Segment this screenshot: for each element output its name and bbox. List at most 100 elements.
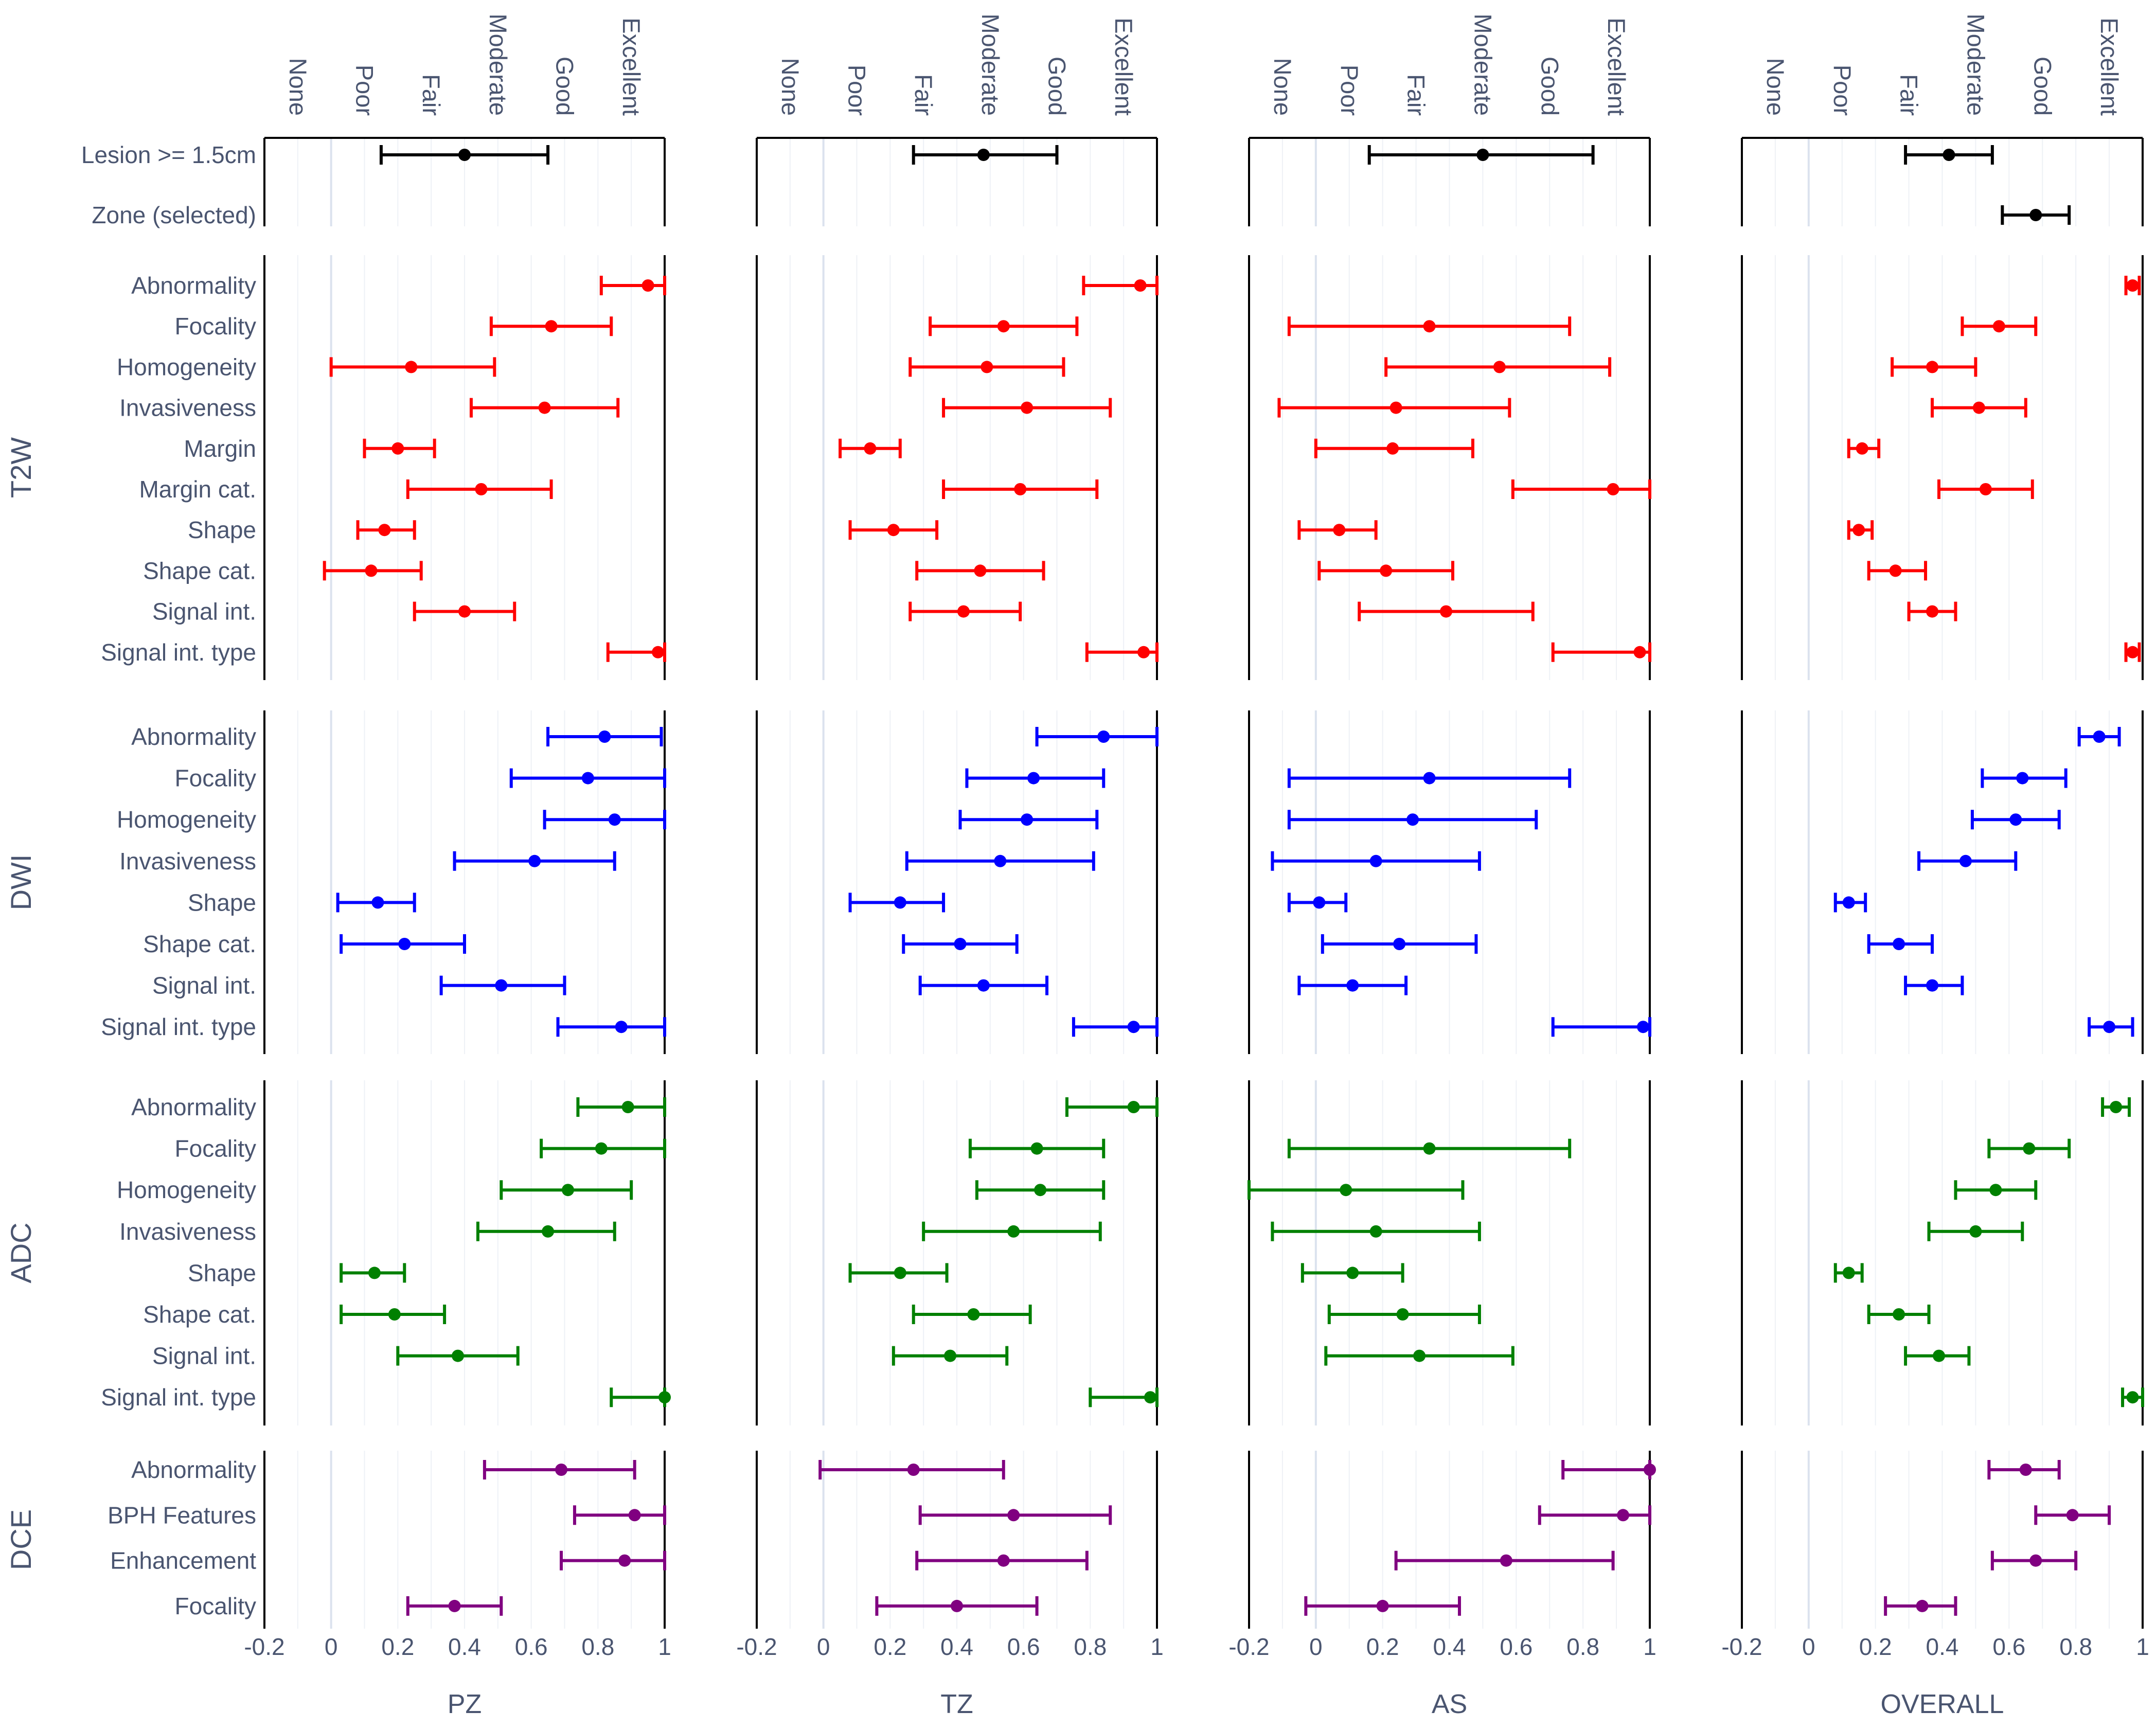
- estimate-point: [1376, 1599, 1389, 1612]
- row-label-dwi-invasiveness: Invasiveness: [119, 848, 256, 875]
- estimate-point: [1644, 1464, 1656, 1476]
- estimate-point: [1406, 813, 1419, 826]
- estimate-point: [997, 1554, 1010, 1567]
- agreement-label-fair: Fair: [418, 74, 445, 116]
- agreement-label-poor: Poor: [1829, 65, 1856, 116]
- estimate-point: [1413, 1349, 1426, 1362]
- estimate-point: [981, 361, 993, 373]
- x-tick-label: 0.8: [2059, 1633, 2092, 1660]
- estimate-point: [458, 149, 471, 161]
- x-tick-label: 0.2: [874, 1633, 906, 1660]
- estimate-point: [2110, 1101, 2123, 1113]
- estimate-point: [388, 1308, 401, 1321]
- row-label-t2w-homogeneity: Homogeneity: [117, 353, 256, 380]
- estimate-point: [974, 564, 987, 577]
- x-tick-label: 0.4: [1926, 1633, 1959, 1660]
- x-tick-label: 0.6: [1500, 1633, 1533, 1660]
- agreement-label-poor: Poor: [351, 65, 379, 116]
- estimate-point: [628, 1509, 641, 1522]
- agreement-label-excellent: Excellent: [618, 17, 645, 116]
- x-tick-label: -0.2: [244, 1633, 284, 1660]
- estimate-point: [405, 361, 418, 373]
- estimate-point: [951, 1599, 963, 1612]
- estimate-point: [555, 1464, 568, 1476]
- agreement-label-good: Good: [2029, 57, 2056, 116]
- estimate-point: [1926, 361, 1939, 373]
- band-dwi-pz: [263, 710, 666, 1054]
- estimate-point: [2029, 209, 2042, 221]
- estimate-point: [368, 1267, 381, 1279]
- estimate-point: [1989, 1184, 2002, 1197]
- estimate-point: [365, 564, 378, 577]
- estimate-point: [1933, 1349, 1946, 1362]
- estimate-point: [1423, 320, 1436, 333]
- x-tick-label: 0: [325, 1633, 338, 1660]
- agreement-label-moderate: Moderate: [1469, 13, 1496, 116]
- estimate-point: [1889, 564, 1902, 577]
- estimate-point: [1893, 1308, 1905, 1321]
- estimate-point: [458, 605, 471, 618]
- row-label-t2w-invasiveness: Invasiveness: [119, 395, 256, 421]
- band-dce-overall: [1741, 1451, 2144, 1629]
- estimate-point: [1137, 646, 1150, 658]
- x-tick-label: 1: [2136, 1633, 2149, 1660]
- estimate-point: [957, 605, 970, 618]
- estimate-point: [1926, 605, 1939, 618]
- estimate-point: [1393, 938, 1406, 950]
- estimate-point: [618, 1554, 631, 1567]
- x-tick-label: 0.2: [1366, 1633, 1399, 1660]
- estimate-point: [1014, 483, 1027, 495]
- estimate-point: [398, 938, 411, 950]
- estimate-point: [2126, 1391, 2139, 1404]
- row-label-adc-shape-cat: Shape cat.: [143, 1301, 256, 1328]
- panel-title-overall: OVERALL: [1881, 1689, 2004, 1719]
- estimate-point: [652, 646, 665, 658]
- estimate-point: [864, 442, 877, 455]
- row-label-adc-abnormality: Abnormality: [131, 1094, 256, 1120]
- row-label-dce-abnormality: Abnormality: [131, 1456, 256, 1483]
- estimate-point: [954, 938, 967, 950]
- estimate-point: [1842, 896, 1855, 909]
- band-t2w-tz: [756, 255, 1159, 680]
- band-top-as: [1248, 137, 1651, 226]
- estimate-point: [1346, 1267, 1359, 1279]
- band-dwi-as: [1248, 710, 1651, 1054]
- x-tick-label: 0.8: [581, 1633, 614, 1660]
- estimate-point: [994, 854, 1007, 867]
- estimate-point: [1021, 401, 1034, 414]
- x-tick-label: 0: [817, 1633, 830, 1660]
- estimate-point: [1346, 979, 1359, 992]
- agreement-label-fair: Fair: [1403, 74, 1430, 116]
- estimate-point: [1340, 1184, 1352, 1197]
- estimate-point: [615, 1021, 628, 1033]
- row-label-dwi-focality: Focality: [175, 765, 256, 792]
- estimate-point: [658, 1391, 671, 1404]
- panel-pz: None Poor Fair Moderate Good Excellent -0.2 0 0.…: [244, 13, 671, 1719]
- band-t2w-overall: [1741, 255, 2144, 680]
- estimate-point: [581, 772, 594, 785]
- estimate-point: [997, 320, 1010, 333]
- estimate-point: [378, 524, 391, 537]
- x-tick-label: 1: [1643, 1633, 1656, 1660]
- estimate-point: [448, 1599, 461, 1612]
- agreement-label-good: Good: [551, 57, 579, 116]
- row-label-dwi-signal-int-type: Signal int. type: [101, 1013, 256, 1040]
- estimate-point: [2019, 1464, 2032, 1476]
- estimate-point: [1097, 730, 1110, 743]
- estimate-point: [887, 524, 900, 537]
- x-tick-label: 0.2: [381, 1633, 414, 1660]
- agreement-label-excellent: Excellent: [2096, 17, 2123, 116]
- estimate-point: [977, 979, 990, 992]
- x-tick-label: 0.6: [1007, 1633, 1040, 1660]
- estimate-point: [1027, 772, 1040, 785]
- row-label-adc-shape: Shape: [188, 1259, 256, 1286]
- agreement-label-none: None: [1762, 58, 1789, 116]
- band-dce-as: [1248, 1451, 1656, 1629]
- estimate-point: [1127, 1101, 1140, 1113]
- panel-title-as: AS: [1432, 1689, 1467, 1719]
- estimate-point: [1637, 1021, 1650, 1033]
- row-label-t2w-shape: Shape: [188, 516, 256, 543]
- estimate-point: [1127, 1021, 1140, 1033]
- band-top-overall: [1741, 137, 2144, 226]
- estimate-point: [2103, 1021, 2116, 1033]
